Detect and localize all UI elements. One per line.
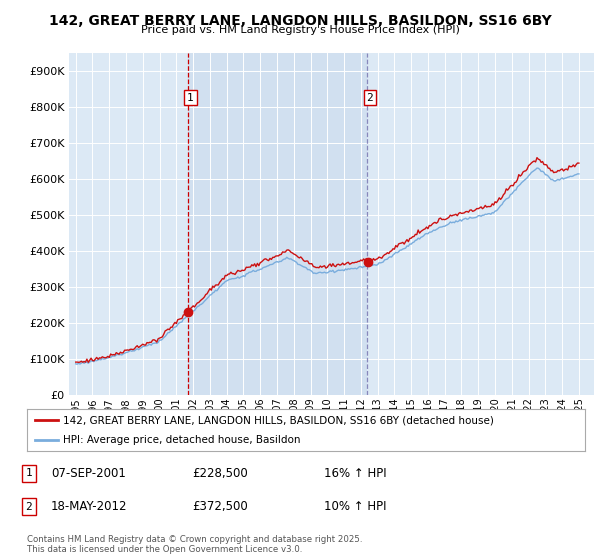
- Text: 07-SEP-2001: 07-SEP-2001: [51, 466, 126, 480]
- Text: Contains HM Land Registry data © Crown copyright and database right 2025.
This d: Contains HM Land Registry data © Crown c…: [27, 535, 362, 554]
- Text: 1: 1: [25, 468, 32, 478]
- Text: 18-MAY-2012: 18-MAY-2012: [51, 500, 128, 514]
- Text: £228,500: £228,500: [192, 466, 248, 480]
- Text: 10% ↑ HPI: 10% ↑ HPI: [324, 500, 386, 514]
- Text: 142, GREAT BERRY LANE, LANGDON HILLS, BASILDON, SS16 6BY (detached house): 142, GREAT BERRY LANE, LANGDON HILLS, BA…: [63, 415, 494, 425]
- Text: 142, GREAT BERRY LANE, LANGDON HILLS, BASILDON, SS16 6BY: 142, GREAT BERRY LANE, LANGDON HILLS, BA…: [49, 14, 551, 28]
- Text: £372,500: £372,500: [192, 500, 248, 514]
- Text: 2: 2: [367, 92, 373, 102]
- Bar: [188, 53, 367, 395]
- Text: Price paid vs. HM Land Registry's House Price Index (HPI): Price paid vs. HM Land Registry's House …: [140, 25, 460, 35]
- Text: 1: 1: [187, 92, 194, 102]
- Text: 16% ↑ HPI: 16% ↑ HPI: [324, 466, 386, 480]
- Text: HPI: Average price, detached house, Basildon: HPI: Average price, detached house, Basi…: [63, 435, 301, 445]
- Text: 2: 2: [25, 502, 32, 512]
